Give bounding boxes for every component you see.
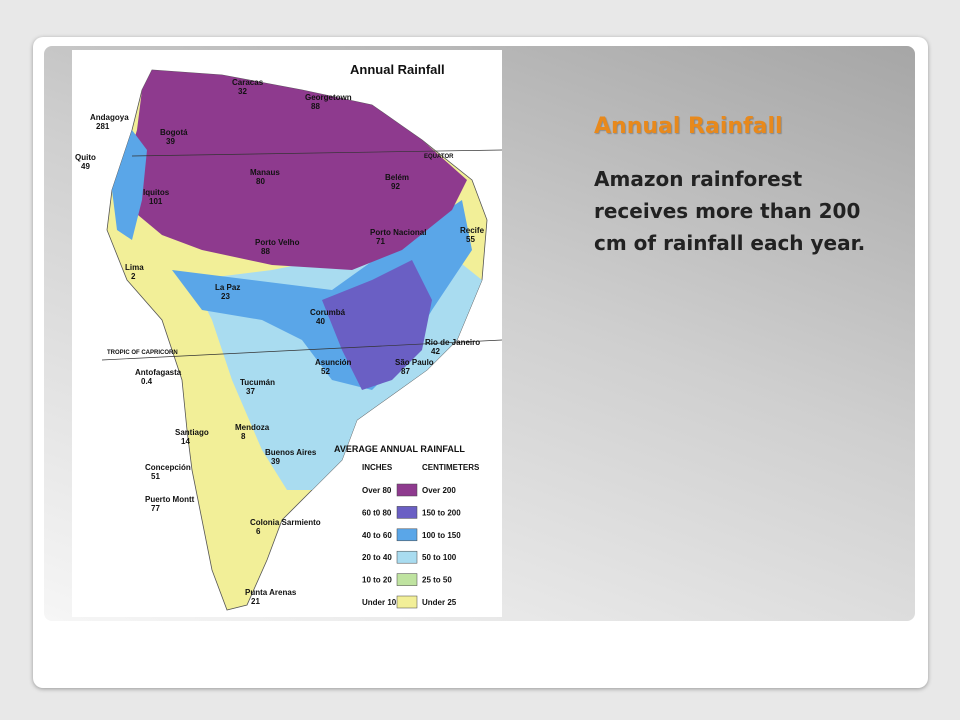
legend-inches: 60 t0 80 xyxy=(362,508,392,517)
city-rainfall: 71 xyxy=(376,237,385,246)
tropic-label: TROPIC OF CAPRICORN xyxy=(107,350,178,356)
zone-west-coast xyxy=(112,130,147,240)
legend-cm: Under 25 xyxy=(422,598,457,607)
city-name: Quito xyxy=(75,153,96,162)
city-name: Concepción xyxy=(145,463,191,472)
slide-body: Amazon rainforest receives more than 200… xyxy=(594,167,866,255)
city-rainfall: 281 xyxy=(96,122,110,131)
city-rainfall: 87 xyxy=(401,367,410,376)
city-name: Caracas xyxy=(232,78,264,87)
city-name: Antofagasta xyxy=(135,368,182,377)
legend-swatch xyxy=(396,506,418,519)
city-name: Corumbá xyxy=(310,308,346,317)
city-name: Mendoza xyxy=(235,423,270,432)
legend-swatch xyxy=(396,528,418,542)
city-rainfall: 42 xyxy=(431,347,440,356)
city-rainfall: 88 xyxy=(261,247,270,256)
city-name: Bogotá xyxy=(160,128,188,137)
city-name: Iquitos xyxy=(143,188,170,197)
legend-cm: 100 to 150 xyxy=(422,531,461,540)
city-rainfall: 37 xyxy=(246,387,255,396)
city-name: São Paulo xyxy=(395,358,434,367)
city-rainfall: 88 xyxy=(311,102,320,111)
legend-cm: 50 to 100 xyxy=(422,553,457,562)
city-name: Manaus xyxy=(250,168,280,177)
zone-indigo xyxy=(322,260,432,390)
legend-title: AVERAGE ANNUAL RAINFALL xyxy=(334,444,465,454)
legend-inches-header: INCHES xyxy=(362,463,393,472)
legend-swatch xyxy=(396,550,418,564)
rainfall-map: Annual Rainfall EQUATOR TROPIC OF CAPRIC… xyxy=(72,50,502,617)
city-name: Puerto Montt xyxy=(145,495,195,504)
city-rainfall: 101 xyxy=(149,197,163,206)
legend-swatch xyxy=(396,573,418,586)
city-name: Santiago xyxy=(175,428,209,437)
city-rainfall: 6 xyxy=(256,527,261,536)
city-rainfall: 77 xyxy=(151,504,160,513)
city-name: Rio de Janeiro xyxy=(425,338,480,347)
city-rainfall: 92 xyxy=(391,182,400,191)
slide-title: Annual Rainfall xyxy=(594,114,783,139)
legend-inches: 40 to 60 xyxy=(362,531,392,540)
legend-inches: Under 10 xyxy=(362,598,397,607)
city-rainfall: 23 xyxy=(221,292,230,301)
tropic-line xyxy=(101,339,502,361)
city-rainfall: 39 xyxy=(166,137,175,146)
legend-inches: 20 to 40 xyxy=(362,553,392,562)
equator-label: EQUATOR xyxy=(424,154,454,160)
city-name: Georgetown xyxy=(305,93,352,102)
city-rainfall: 14 xyxy=(181,437,190,446)
city-rainfall: 52 xyxy=(321,367,330,376)
legend-swatch xyxy=(396,483,418,497)
city-name: Porto Nacional xyxy=(370,228,426,237)
city-rainfall: 40 xyxy=(316,317,325,326)
city-rainfall: 8 xyxy=(241,432,246,441)
zone-purple xyxy=(122,70,467,270)
city-name: Tucumán xyxy=(240,378,275,387)
city-name: Porto Velho xyxy=(255,238,300,247)
legend-inches: 10 to 20 xyxy=(362,576,392,585)
city-name: Punta Arenas xyxy=(245,588,297,597)
city-rainfall: 39 xyxy=(271,457,280,466)
legend-inches: Over 80 xyxy=(362,486,392,495)
city-rainfall: 51 xyxy=(151,472,160,481)
city-rainfall: 80 xyxy=(256,177,265,186)
city-rainfall: 55 xyxy=(466,235,475,244)
legend-cm: 25 to 50 xyxy=(422,576,452,585)
legend-cm-header: CENTIMETERS xyxy=(422,463,480,472)
city-name: Buenos Aires xyxy=(265,448,317,457)
city-rainfall: 21 xyxy=(251,597,260,606)
equator-line xyxy=(131,149,502,157)
legend-swatch xyxy=(396,595,418,609)
legend-cm: 150 to 200 xyxy=(422,508,461,517)
city-name: Lima xyxy=(125,263,144,272)
city-name: Colonia Sarmiento xyxy=(250,518,321,527)
city-rainfall: 49 xyxy=(81,162,90,171)
map-title: Annual Rainfall xyxy=(350,62,445,77)
city-rainfall: 32 xyxy=(238,87,247,96)
city-rainfall: 2 xyxy=(131,272,136,281)
legend-cm: Over 200 xyxy=(422,486,456,495)
city-name: Belém xyxy=(385,173,409,182)
city-name: La Paz xyxy=(215,283,240,292)
city-name: Asunción xyxy=(315,358,352,367)
city-rainfall: 0.4 xyxy=(141,377,153,386)
city-name: Recife xyxy=(460,226,485,235)
city-name: Andagoya xyxy=(90,113,129,122)
